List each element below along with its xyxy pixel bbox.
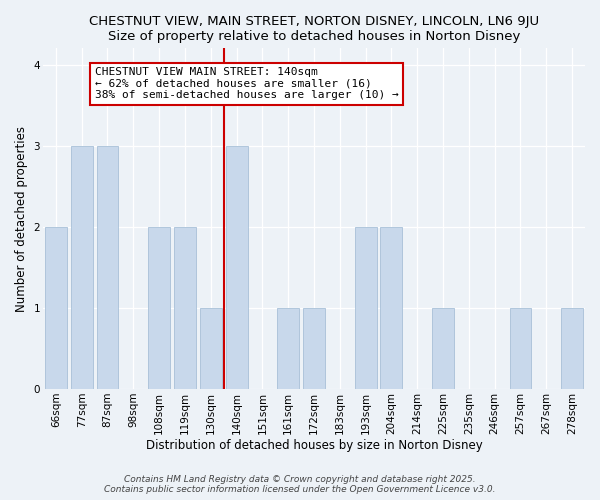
Bar [45,227,67,389]
Bar [277,308,299,389]
Bar [174,227,196,389]
Y-axis label: Number of detached properties: Number of detached properties [15,126,28,312]
X-axis label: Distribution of detached houses by size in Norton Disney: Distribution of detached houses by size … [146,440,482,452]
Bar [303,308,325,389]
Title: CHESTNUT VIEW, MAIN STREET, NORTON DISNEY, LINCOLN, LN6 9JU
Size of property rel: CHESTNUT VIEW, MAIN STREET, NORTON DISNE… [89,15,539,43]
Text: Contains HM Land Registry data © Crown copyright and database right 2025.
Contai: Contains HM Land Registry data © Crown c… [104,474,496,494]
Bar [226,146,248,389]
Bar [380,227,403,389]
Text: CHESTNUT VIEW MAIN STREET: 140sqm
← 62% of detached houses are smaller (16)
38% : CHESTNUT VIEW MAIN STREET: 140sqm ← 62% … [95,67,398,100]
Bar [355,227,377,389]
Bar [509,308,532,389]
Bar [200,308,222,389]
Bar [97,146,118,389]
Bar [432,308,454,389]
Bar [71,146,92,389]
Bar [561,308,583,389]
Bar [148,227,170,389]
